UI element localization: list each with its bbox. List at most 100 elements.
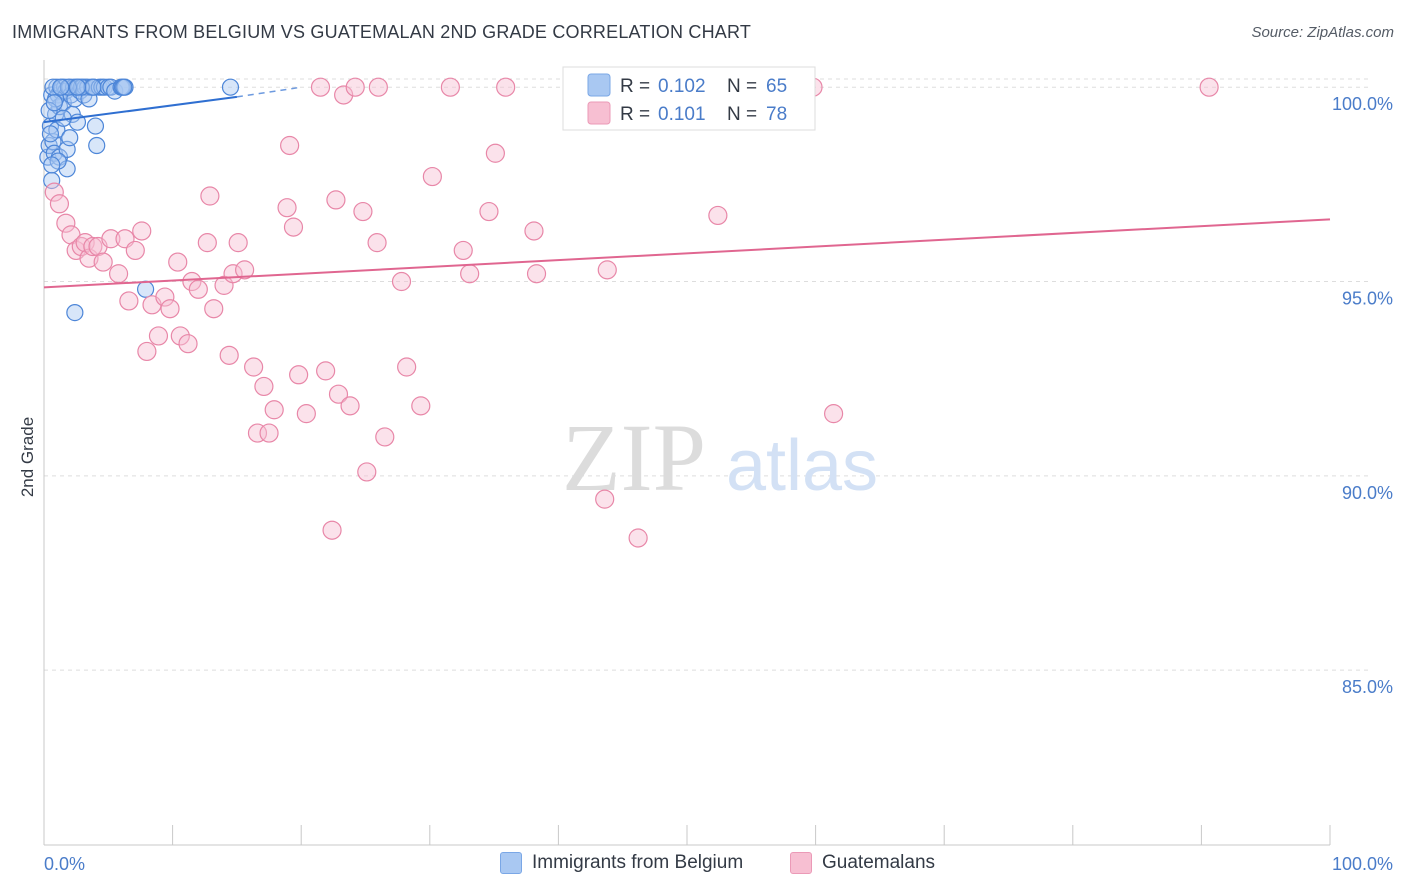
- point-guatemalans-47: [326, 190, 346, 210]
- point-guatemalans-66: [524, 221, 544, 241]
- point-guatemalans-35: [244, 357, 264, 377]
- point-guatemalans-45: [316, 361, 336, 381]
- point-guatemalans-23: [170, 326, 190, 346]
- trend-line-guatemalans: [43, 218, 1331, 289]
- x-tick-label-1: 100.0%: [1332, 854, 1393, 874]
- point-guatemalans-10: [93, 252, 113, 272]
- points-layer: [39, 77, 1219, 548]
- point-guatemalans-26: [188, 279, 208, 299]
- point-guatemalans-76: [310, 77, 331, 97]
- point-belgium-61: [68, 78, 87, 96]
- point-guatemalans-12: [108, 264, 129, 284]
- point-belgium-62: [45, 94, 63, 112]
- bottom-legend: Immigrants from Belgium Guatemalans: [0, 850, 1406, 880]
- point-guatemalans-69: [595, 489, 615, 509]
- point-guatemalans-0: [44, 182, 64, 202]
- point-belgium-48: [66, 303, 84, 322]
- legend-r-value-1: 0.101: [658, 104, 706, 125]
- point-guatemalans-15: [125, 240, 145, 261]
- point-belgium-49: [136, 280, 155, 298]
- y-axis-label: 2nd Grade: [18, 417, 37, 497]
- point-guatemalans-28: [200, 186, 220, 206]
- legend-r-value-0: 0.102: [658, 76, 706, 97]
- y-tick-label-3: 85.0%: [1342, 677, 1393, 697]
- point-guatemalans-36: [247, 423, 268, 443]
- point-belgium-57: [84, 78, 102, 96]
- watermark-zip: ZIP: [562, 404, 706, 511]
- point-belgium-37: [86, 117, 105, 135]
- point-guatemalans-58: [411, 396, 431, 416]
- point-guatemalans-21: [160, 299, 180, 319]
- point-guatemalans-27: [197, 233, 217, 253]
- point-guatemalans-1: [49, 194, 70, 214]
- point-guatemalans-65: [496, 77, 516, 97]
- point-guatemalans-74: [824, 404, 844, 424]
- point-guatemalans-64: [485, 143, 505, 163]
- point-guatemalans-48: [328, 384, 349, 404]
- point-guatemalans-41: [280, 135, 300, 156]
- legend-item-belgium[interactable]: Immigrants from Belgium: [500, 852, 743, 874]
- point-guatemalans-25: [182, 271, 202, 292]
- y-tick-label-1: 95.0%: [1342, 289, 1393, 309]
- legend-box-swatch-0: [587, 73, 611, 97]
- point-guatemalans-71: [708, 205, 728, 226]
- point-guatemalans-44: [296, 404, 316, 424]
- legend-swatch-pink: [790, 852, 812, 874]
- point-belgium-51: [41, 125, 60, 143]
- point-guatemalans-77: [368, 77, 388, 97]
- point-guatemalans-68: [597, 260, 617, 280]
- watermark-atlas: atlas: [726, 426, 878, 506]
- watermark: ZIP atlas: [562, 404, 878, 511]
- legend-r-label-1: R =: [620, 104, 650, 125]
- point-belgium-21: [61, 129, 79, 147]
- point-guatemalans-52: [353, 201, 373, 222]
- legend-item-guatemalans[interactable]: Guatemalans: [790, 852, 935, 874]
- x-tick-label-0: 0.0%: [44, 854, 85, 874]
- axis-layer: 100.0% 95.0% 90.0% 85.0% 0.0% 100.0%: [43, 60, 1393, 874]
- point-guatemalans-49: [334, 85, 354, 105]
- legend-label-guatemalans: Guatemalans: [822, 852, 936, 873]
- point-belgium-38: [88, 136, 106, 155]
- point-guatemalans-11: [101, 229, 121, 249]
- point-guatemalans-24: [178, 334, 198, 354]
- chart-title: IMMIGRANTS FROM BELGIUM VS GUATEMALAN 2N…: [12, 22, 752, 42]
- point-guatemalans-57: [397, 357, 417, 377]
- legend-r-label-0: R =: [620, 76, 650, 97]
- point-guatemalans-37: [254, 376, 274, 397]
- point-guatemalans-29: [204, 299, 224, 319]
- point-belgium-50: [221, 78, 240, 96]
- trend-line-belgium: [43, 95, 238, 124]
- point-guatemalans-33: [228, 233, 248, 253]
- point-guatemalans-67: [526, 264, 547, 284]
- point-guatemalans-51: [345, 77, 365, 97]
- grid-layer: [44, 78, 1370, 671]
- point-guatemalans-40: [277, 198, 297, 218]
- point-guatemalans-46: [322, 520, 342, 540]
- legend-n-label-0: N =: [727, 76, 757, 97]
- y-tick-label-0: 100.0%: [1332, 94, 1393, 114]
- point-belgium-64: [43, 156, 61, 174]
- point-guatemalans-17: [137, 341, 157, 362]
- y-tick-label-2: 90.0%: [1342, 483, 1393, 503]
- legend-box-swatch-1: [587, 101, 611, 125]
- point-guatemalans-70: [628, 528, 648, 548]
- point-guatemalans-16: [132, 221, 152, 241]
- point-guatemalans-56: [391, 271, 412, 292]
- point-guatemalans-31: [219, 345, 239, 365]
- point-guatemalans-63: [479, 201, 499, 222]
- point-guatemalans-50: [340, 396, 360, 416]
- point-guatemalans-61: [453, 240, 473, 261]
- point-guatemalans-43: [289, 365, 309, 385]
- trend-line-belgium-dashed: [236, 86, 302, 98]
- point-guatemalans-53: [357, 462, 377, 482]
- legend-n-value-0: 65: [766, 76, 787, 97]
- legend-box: R = 0.102 N = 65 R = 0.101 N = 78: [562, 66, 816, 131]
- point-guatemalans-60: [440, 77, 460, 97]
- point-belgium-58: [115, 78, 133, 96]
- legend-n-label-1: N =: [727, 104, 757, 125]
- point-guatemalans-39: [264, 400, 284, 420]
- source-label: Source: ZipAtlas.com: [1251, 24, 1394, 41]
- point-guatemalans-2: [56, 213, 76, 233]
- point-guatemalans-62: [460, 264, 480, 284]
